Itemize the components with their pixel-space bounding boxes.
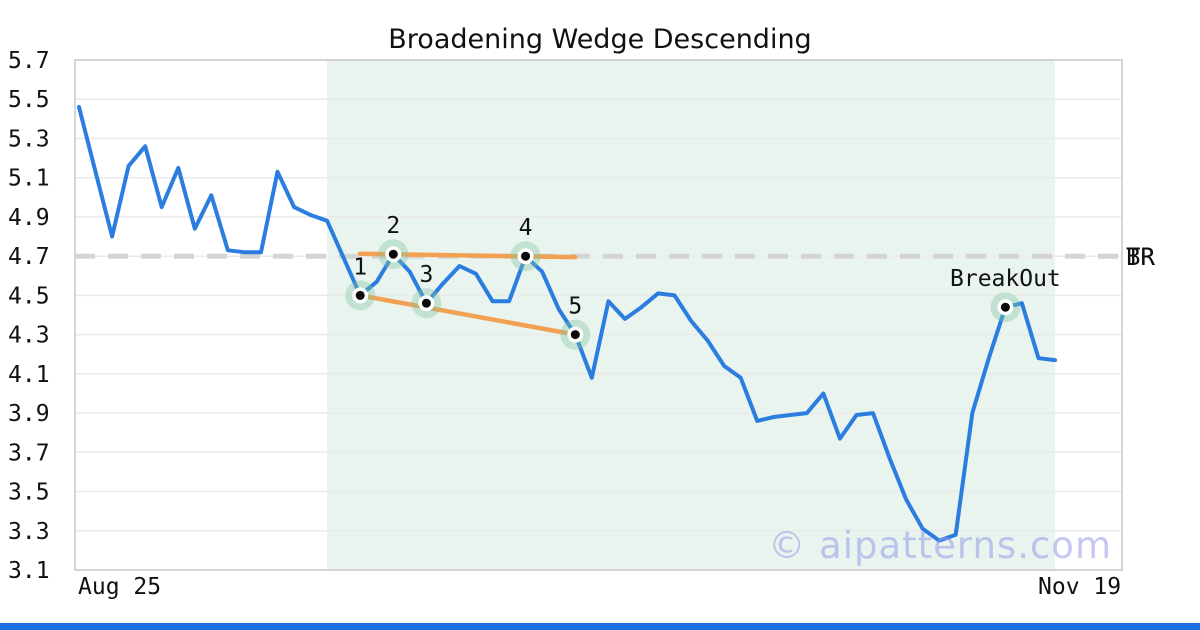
marker-dot: [388, 249, 398, 259]
chart-title: Broadening Wedge Descending: [388, 24, 812, 55]
price-line: [77, 105, 1057, 543]
y-tick-label: 4.5: [8, 283, 50, 309]
pattern-point-label: 3: [419, 262, 433, 288]
marker-dot: [421, 298, 431, 308]
y-tick-label: 4.9: [8, 205, 50, 231]
marker-dot: [570, 330, 580, 340]
x-axis-label-end: Nov 19: [1038, 574, 1122, 600]
pattern-region: [327, 60, 1056, 570]
pattern-point-label: 5: [568, 294, 582, 320]
y-tick-label: 4.3: [8, 323, 50, 349]
y-tick-label: 3.1: [8, 558, 50, 584]
x-axis-label-start: Aug 25: [78, 574, 162, 600]
trendline: [357, 293, 578, 337]
y-tick-label: 4.7: [8, 244, 50, 270]
plot-frame: [74, 59, 1123, 571]
pattern-point-label: 4: [519, 215, 533, 241]
y-tick-label: 3.7: [8, 440, 50, 466]
y-tick-label: 5.7: [8, 48, 50, 74]
resistance-level-label: TR: [1126, 243, 1155, 271]
pattern-point-label: 1: [353, 254, 367, 280]
y-tick-label: 3.5: [8, 480, 50, 506]
pattern-point-label: BreakOut: [950, 266, 1061, 292]
y-tick-label: 3.9: [8, 401, 50, 427]
y-tick-label: 4.1: [8, 362, 50, 388]
marker-dot: [355, 290, 365, 300]
marker-dot: [1000, 302, 1010, 312]
pattern-point-label: 2: [386, 213, 400, 239]
marker-dot: [521, 251, 531, 261]
y-tick-label: 5.1: [8, 166, 50, 192]
y-tick-label: 5.3: [8, 127, 50, 153]
y-tick-label: 3.3: [8, 519, 50, 545]
bottom-accent-bar: [0, 623, 1200, 630]
y-tick-label: 5.5: [8, 87, 50, 113]
resistance-level-label: BR: [1126, 243, 1155, 271]
